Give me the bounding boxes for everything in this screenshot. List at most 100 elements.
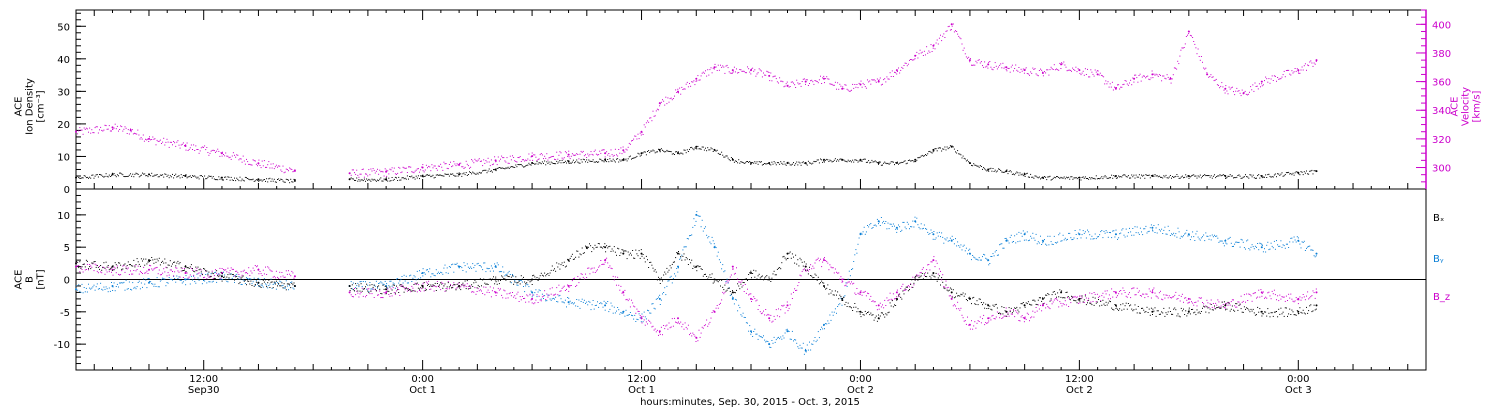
bz-dot: [545, 299, 547, 300]
bz-dot: [253, 269, 255, 271]
velocity-dot: [1016, 69, 1018, 71]
by-dot: [1180, 235, 1182, 237]
density-dot: [1105, 176, 1107, 178]
bz-dot: [988, 320, 990, 322]
by-dot: [1194, 240, 1196, 241]
by-dot: [405, 275, 407, 277]
density-dot: [476, 172, 478, 174]
velocity-dot: [915, 55, 917, 56]
bx-point: [640, 252, 643, 255]
density-dot: [662, 149, 663, 151]
density-dot: [1071, 176, 1073, 178]
density-dot: [739, 162, 741, 164]
density-dot: [493, 169, 494, 171]
density-dot: [653, 150, 655, 152]
velocity-dot: [703, 72, 705, 74]
by-dot: [836, 312, 837, 314]
by-dot: [1264, 248, 1265, 250]
by-dot: [396, 278, 397, 280]
bz-dot: [1070, 302, 1072, 304]
velocity-dot: [848, 90, 850, 92]
by-dot: [952, 239, 954, 240]
velocity-dot: [987, 67, 989, 69]
by-dot: [1087, 229, 1088, 231]
by-dot: [666, 285, 668, 287]
by-dot: [462, 270, 464, 271]
bz-dot: [80, 266, 82, 268]
velocity-dot: [1219, 87, 1221, 89]
density-dot: [775, 164, 777, 166]
bz-point: [768, 317, 771, 320]
bz-dot: [188, 276, 190, 278]
top-ytick-label: 50: [57, 22, 70, 33]
by-dot: [221, 279, 223, 280]
by-dot: [410, 274, 412, 276]
by-dot: [1175, 233, 1177, 235]
density-dot: [143, 173, 145, 175]
bz-dot: [843, 278, 845, 280]
bz-dot: [1314, 297, 1316, 299]
velocity-dot: [1177, 60, 1179, 62]
by-dot: [803, 353, 805, 355]
by-dot: [139, 288, 141, 290]
velocity-dot: [1022, 68, 1024, 70]
bz-dot: [639, 315, 641, 316]
by-dot: [1166, 233, 1168, 235]
density-dot: [820, 158, 821, 160]
bz-dot: [1114, 291, 1116, 293]
bz-dot: [834, 268, 836, 270]
bz-dot: [388, 294, 390, 295]
density-dot: [1266, 177, 1268, 178]
bz-dot: [1208, 306, 1210, 308]
density-dot: [948, 147, 950, 149]
by-dot: [1177, 227, 1179, 229]
velocity-dot: [419, 171, 420, 173]
density-dot: [608, 161, 610, 163]
by-dot: [1306, 247, 1307, 249]
bz-dot: [556, 287, 558, 289]
by-dot: [210, 273, 212, 275]
by-dot: [1016, 233, 1018, 235]
bz-dot: [396, 290, 397, 292]
density-dot: [759, 161, 761, 163]
bz-dot: [181, 267, 183, 269]
density-dot: [817, 159, 819, 161]
velocity-dot: [1216, 84, 1218, 86]
by-dot: [543, 298, 544, 299]
velocity-dot: [945, 30, 947, 32]
density-dot: [1172, 176, 1174, 177]
velocity-point: [1005, 66, 1008, 69]
bz-dot: [873, 301, 875, 303]
velocity-dot: [86, 128, 88, 130]
bz-dot: [773, 315, 775, 317]
by-point: [932, 233, 935, 236]
bz-dot: [1206, 299, 1208, 301]
density-dot: [723, 156, 725, 158]
velocity-dot: [261, 160, 263, 162]
bz-dot: [112, 269, 114, 271]
density-dot: [1019, 172, 1021, 174]
by-dot: [431, 273, 433, 275]
bz-dot: [1241, 301, 1243, 303]
bz-dot: [644, 324, 646, 326]
by-dot: [831, 311, 833, 313]
bx-point: [786, 252, 789, 255]
velocity-dot: [1188, 33, 1190, 35]
bz-dot: [136, 269, 138, 270]
by-dot: [1125, 228, 1127, 230]
velocity-dot: [653, 115, 655, 117]
velocity-dot: [756, 73, 758, 75]
density-dot: [1126, 176, 1128, 178]
density-dot: [923, 155, 925, 157]
bz-dot: [1267, 292, 1269, 294]
density-dot: [551, 162, 553, 164]
density-dot: [859, 159, 861, 161]
by-dot: [1092, 238, 1094, 240]
bz-dot: [476, 291, 478, 292]
bz-dot: [680, 321, 682, 323]
by-dot: [127, 288, 129, 290]
density-dot: [706, 150, 708, 152]
velocity-dot: [1214, 79, 1216, 81]
by-dot: [119, 282, 121, 284]
by-dot: [880, 217, 882, 218]
